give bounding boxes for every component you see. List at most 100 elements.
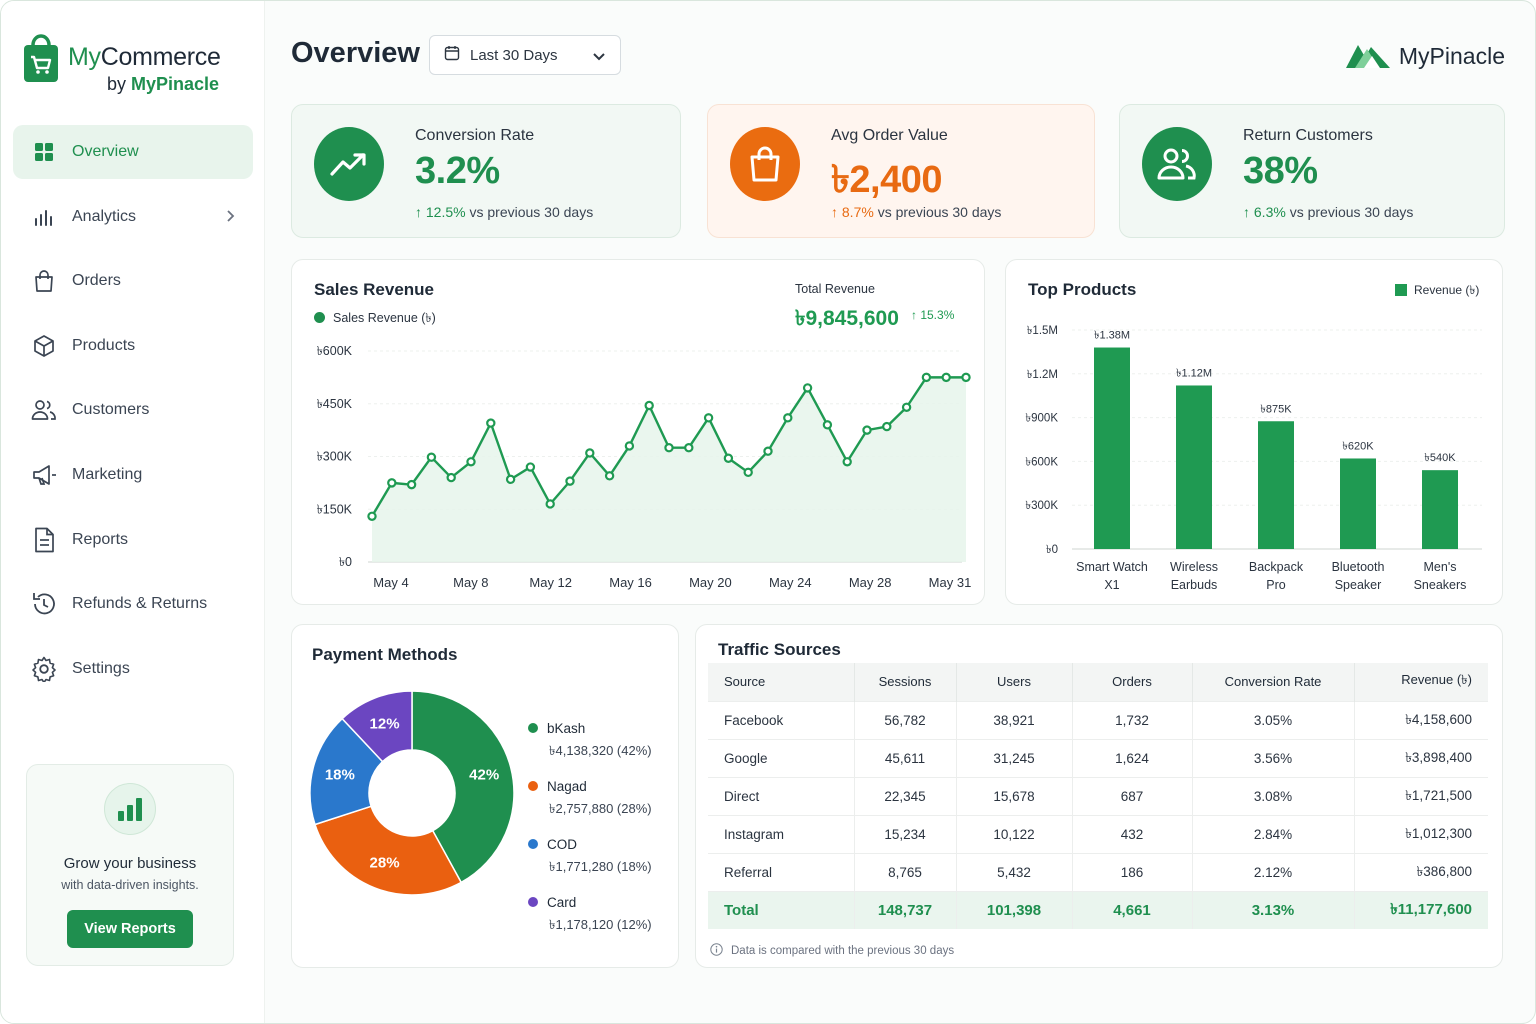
sidebar-item-orders[interactable]: Orders [13,254,253,308]
table-cell: 5,432 [956,852,1073,891]
bar-value-label: ৳540K [1424,452,1456,464]
sidebar-item-label: Analytics [72,207,137,225]
sidebar-item-marketing[interactable]: Marketing [13,448,253,502]
table-row[interactable]: Google 45,611 31,245 1,624 3.56% ৳3,898,400 [708,738,1488,777]
sales-line-chart[interactable]: ৳0 ৳150K ৳300K ৳450K ৳600K May 4 May 8 May 12 Ma… [292,260,986,606]
top-products-card: Top Products Revenue (৳) ৳0 ৳300K ৳600K ৳90… [1005,259,1503,605]
column-header[interactable]: Conversion Rate [1192,663,1355,701]
column-header[interactable]: Revenue (৳) [1354,663,1488,701]
table-cell: ৳1,721,500 [1354,776,1488,815]
table-header-row: Source Sessions Users Orders Conversion Rate… [708,663,1488,701]
top-products-legend: Revenue (৳) [1395,282,1479,302]
sidebar-item-analytics[interactable]: Analytics [13,190,253,244]
table-row[interactable]: Direct 22,345 15,678 687 3.08% ৳1,721,500 [708,776,1488,815]
table-row[interactable]: Instagram 15,234 10,122 432 2.84% ৳1,012,300 [708,814,1488,853]
x-tick-label: Earbuds [1171,578,1218,592]
bar-value-label: ৳620K [1342,440,1374,452]
table-cell: 15,678 [956,776,1073,815]
data-point [446,472,456,483]
bar [1258,421,1294,549]
data-point [624,441,635,451]
document-icon [31,527,57,553]
table-row[interactable]: Facebook 56,782 38,921 1,732 3.05% ৳4,158,600 [708,700,1488,739]
data-point [426,452,437,462]
bar [1176,385,1212,549]
brand-name-first: My [68,43,101,71]
kpi-card-return-customers[interactable]: Return Customers 38% ↑ 6.3% vs previous 30… [1119,104,1505,238]
sidebar-item-products[interactable]: Products [13,319,253,373]
table-cell: 15,234 [854,814,957,853]
legend-dot [528,723,538,733]
sales-title: Sales Revenue [314,280,435,299]
slice-label: 18% [325,766,355,783]
top-products-bar-chart[interactable]: ৳0 ৳300K ৳600K ৳900K ৳1.2M ৳1.5M ৳1.38M Smart W… [1006,260,1504,606]
sidebar-item-label: Customers [72,401,150,419]
kpi-card-conversion-rate[interactable]: Conversion Rate 3.2% ↑ 12.5% vs previous 3… [291,104,681,238]
kpi-value: ৳2,400 [831,159,943,201]
bar-chart-badge-icon [104,783,156,835]
chevron-right-icon [226,209,235,228]
sidebar-item-overview[interactable]: Overview [13,125,253,179]
table-cell: Referral [708,852,855,891]
footnote: Data is compared with the previous 30 da… [710,943,954,959]
x-tick-label: Sneakers [1414,578,1467,592]
table-cell: 3.08% [1192,776,1355,815]
brand-name-rest: Commerce [100,43,221,71]
mountain-logo-icon [1345,37,1391,75]
page-title: Overview [291,37,420,69]
corner-brand[interactable]: MyPinacle [1345,37,1505,75]
sidebar-item-label: Marketing [72,465,143,483]
column-header[interactable]: Users [956,663,1073,701]
data-point [604,471,615,481]
total-cell: Total [708,890,855,929]
slice-label: 12% [370,716,400,733]
sidebar-item-refunds-returns[interactable]: Refunds & Returns [13,577,253,631]
y-tick-label: ৳600K [317,344,353,358]
chevron-down-icon [592,49,606,66]
brand[interactable]: MyCommerce by MyPinacle [23,31,221,95]
table-row[interactable]: Referral 8,765 5,432 186 2.12% ৳386,800 [708,852,1488,891]
x-tick-label: May 12 [529,575,572,590]
x-tick-label: Bluetooth [1332,560,1385,574]
legend-dot [528,781,538,791]
legend-amount: ৳4,138,320 (42%) [549,743,652,758]
x-tick-label: May 8 [453,575,488,590]
column-header[interactable]: Sessions [854,663,957,701]
sidebar-item-reports[interactable]: Reports [13,513,253,567]
total-cell: 101,398 [956,890,1073,929]
payment-donut-chart[interactable]: 42% 28% 18% 12% [292,665,522,965]
bar-value-label: ৳1.38M [1094,330,1130,342]
promo-title: Grow your business [63,855,197,872]
view-reports-button[interactable]: View Reports [67,910,193,948]
trending-up-icon [314,127,384,201]
sidebar-item-settings[interactable]: Settings [13,642,253,696]
history-icon [31,591,57,617]
data-point [565,476,575,486]
date-range-select[interactable]: Last 30 Days [429,35,621,75]
data-point [822,420,833,430]
kpi-card-avg-order-value[interactable]: Avg Order Value ৳2,400 ↑ 8.7% vs previous … [707,104,1095,238]
column-header[interactable]: Source [708,663,855,701]
kpi-label: Return Customers [1243,127,1373,144]
bar [1340,458,1376,549]
data-point [783,413,793,423]
legend-item: Card ৳1,178,120 (12%) [528,895,652,937]
sidebar-item-customers[interactable]: Customers [13,383,253,437]
total-cell: 3.13% [1192,890,1355,929]
legend-item: COD ৳1,771,280 (18%) [528,837,652,879]
table-cell: ৳3,898,400 [1354,738,1488,777]
data-point [802,383,813,393]
legend-dot [528,897,538,907]
bar-value-label: ৳1.12M [1176,367,1212,379]
x-tick-label: Pro [1266,578,1286,592]
table-cell: 186 [1072,852,1193,891]
sidebar-item-label: Products [72,336,136,354]
data-point [525,462,536,472]
column-header[interactable]: Orders [1072,663,1193,701]
shopping-bag-icon [730,127,800,201]
y-tick-label: ৳150K [317,502,353,516]
x-tick-label: May 4 [373,575,408,590]
gear-icon [31,656,57,682]
sidebar-item-label: Refunds & Returns [72,595,208,613]
